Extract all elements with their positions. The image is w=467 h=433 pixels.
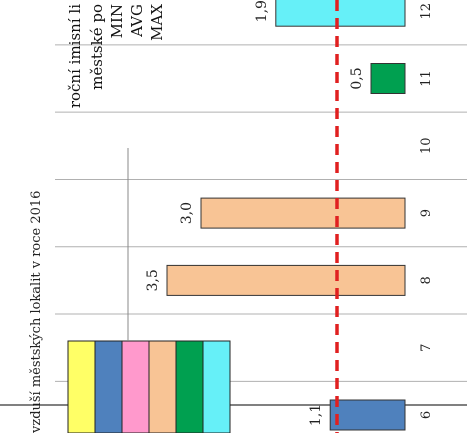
category-label: 12 [419, 3, 434, 20]
value-labels: 1,1 3,5 3,0 0,5 1,9 [145, 0, 365, 426]
legend-swatch [121, 340, 150, 433]
category-label: 8 [419, 276, 434, 284]
annotation-line: roční imisní li [66, 4, 84, 108]
value-label: 0,5 [349, 67, 365, 89]
annotation-line: městské po [88, 4, 106, 90]
annotation-line: MIN [108, 4, 126, 38]
category-label: 7 [419, 344, 434, 352]
value-label: 3,0 [179, 202, 195, 224]
gridlines [55, 44, 467, 382]
category-labels: 6 7 8 9 10 11 12 [419, 3, 434, 419]
limit-annotation: roční imisní li městské po MIN AVG MAX [66, 4, 166, 108]
value-label: 1,9 [254, 0, 270, 22]
category-label: 9 [419, 209, 434, 217]
bar [166, 264, 406, 296]
value-label: 1,1 [308, 404, 324, 426]
legend-swatch [94, 340, 123, 433]
category-label: 10 [419, 138, 434, 155]
bars [166, 0, 406, 431]
annotation-line: MAX [148, 4, 166, 41]
annotation-line: AVG [128, 4, 146, 38]
bar [370, 63, 406, 94]
value-label: 3,5 [145, 269, 161, 291]
chart-title: vzduší městských lokalit v roce 2016 [29, 191, 44, 433]
legend-swatch [67, 340, 96, 433]
category-label: 6 [419, 411, 434, 419]
legend-swatch [148, 340, 177, 433]
legend-swatch [175, 340, 204, 433]
legend [67, 148, 231, 433]
category-label: 11 [419, 70, 434, 87]
bar [275, 0, 406, 27]
bar [200, 197, 406, 229]
bar [329, 399, 406, 431]
legend-swatch [202, 340, 231, 433]
